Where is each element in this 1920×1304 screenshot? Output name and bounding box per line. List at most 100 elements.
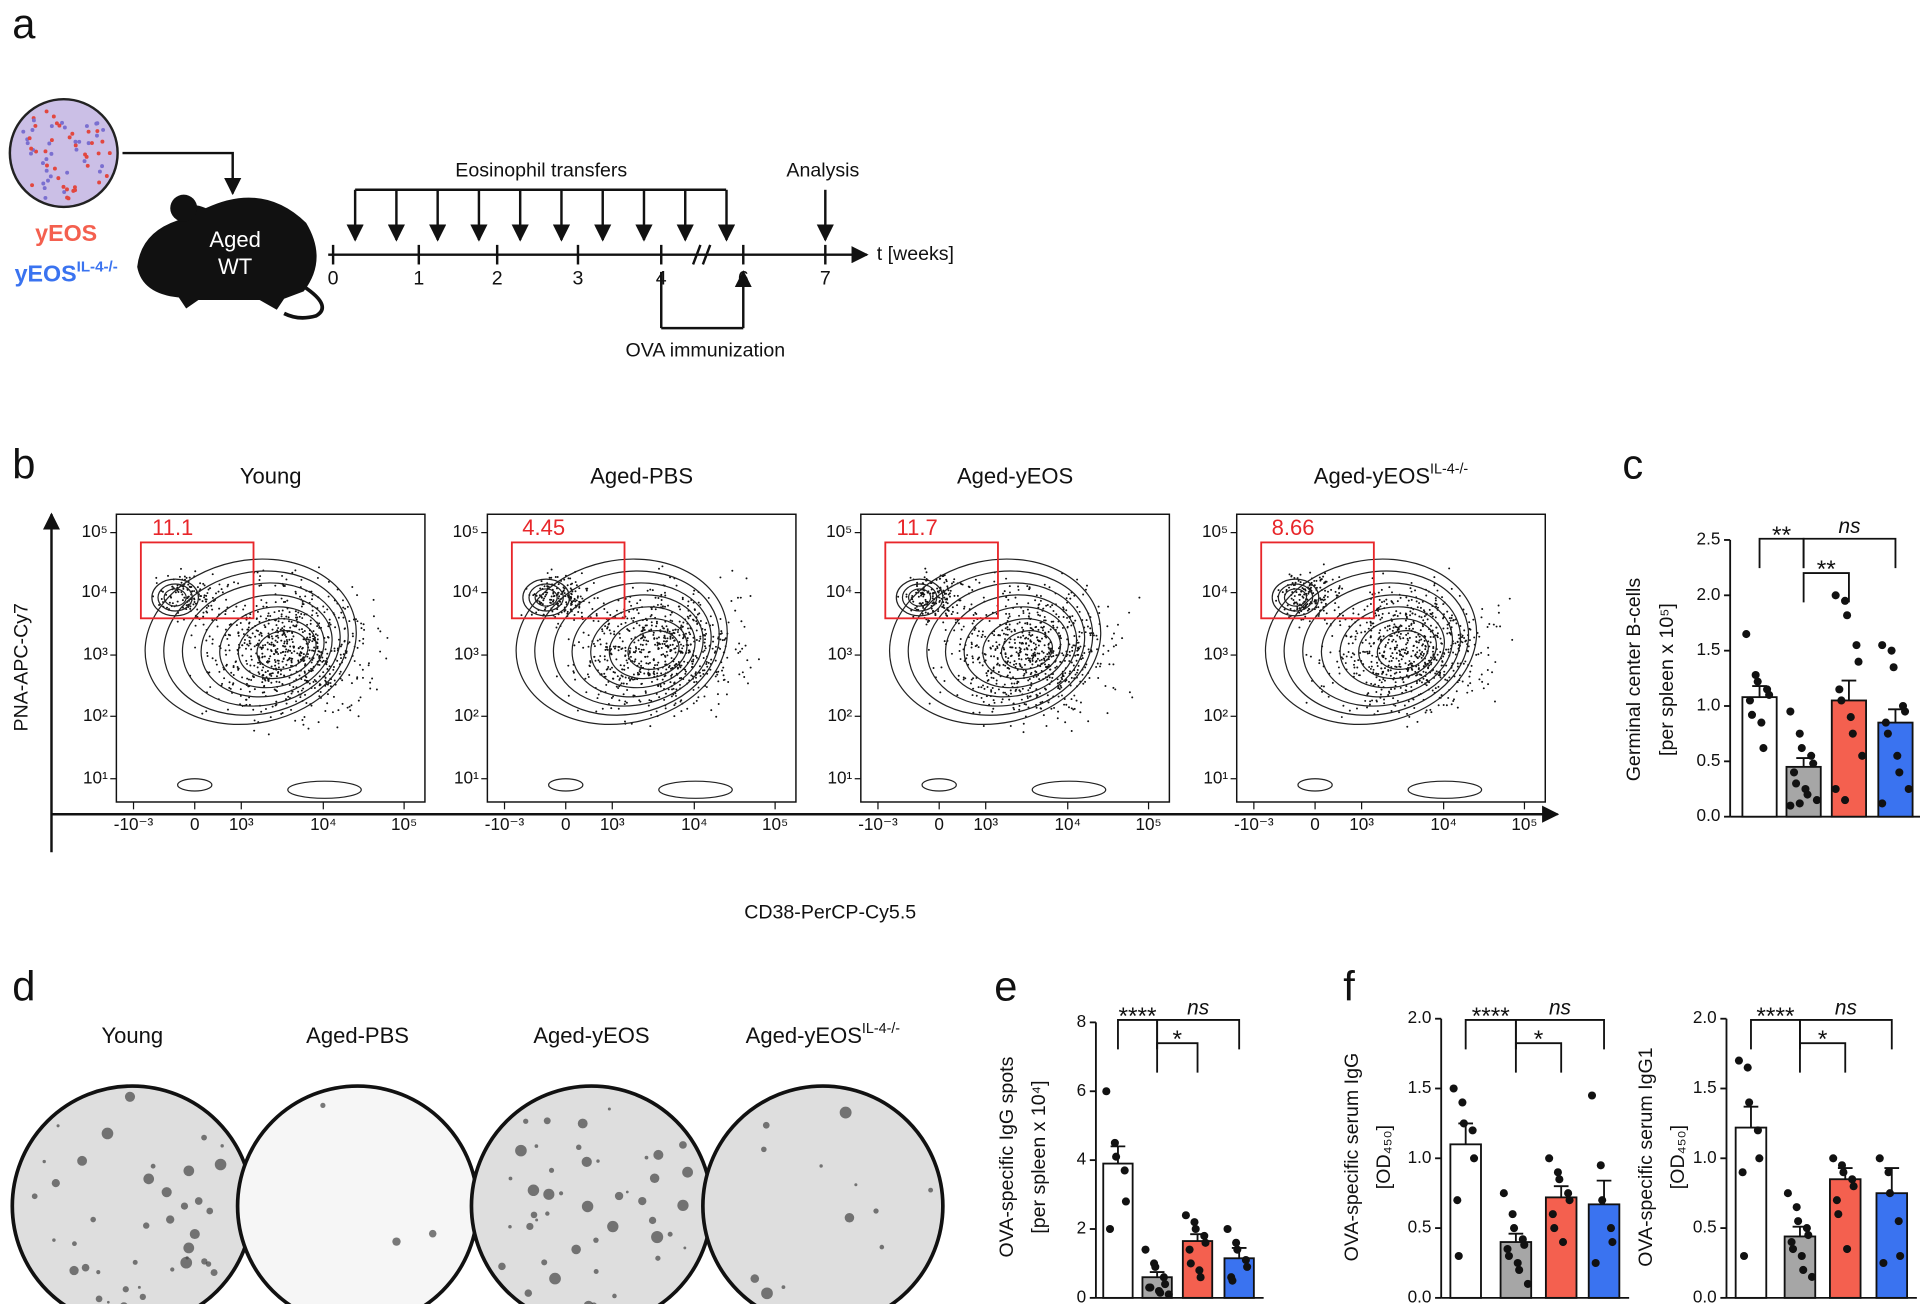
flow-event (1491, 671, 1493, 673)
spot (650, 1174, 659, 1183)
flow-event (1087, 720, 1089, 722)
data-point (1243, 1263, 1251, 1271)
time-tick-label: 6 (738, 267, 749, 289)
spot (138, 1286, 141, 1289)
flow-event (362, 669, 364, 671)
dish-cell (97, 151, 101, 155)
flow-event (1082, 683, 1084, 685)
flow-event (1298, 580, 1300, 582)
data-point (1886, 1189, 1894, 1197)
data-point (1794, 1217, 1802, 1225)
dish-cell (43, 186, 47, 190)
data-point (1470, 1154, 1478, 1162)
data-point (1186, 1246, 1194, 1254)
flow-event (376, 689, 378, 691)
flow-event (358, 700, 360, 702)
spot (594, 1269, 599, 1274)
dish-cell (33, 124, 37, 128)
flow-event (1323, 563, 1325, 565)
data-point (1848, 1175, 1856, 1183)
flow-event (333, 696, 335, 698)
flow-contour (1032, 781, 1105, 798)
spot (96, 1295, 103, 1302)
flow-event (1050, 708, 1052, 710)
flow-event (184, 576, 186, 578)
flow-event (337, 709, 339, 711)
flow-event (734, 610, 736, 612)
flow-event (368, 664, 370, 666)
y-tick-label: 2.0 (1693, 1007, 1717, 1027)
flow-event (1452, 700, 1454, 702)
panel-label: c (1622, 441, 1643, 488)
spot (559, 1191, 563, 1195)
flow-event (1282, 591, 1284, 593)
spot (170, 1267, 174, 1271)
spot (123, 1286, 129, 1292)
bar (1742, 697, 1776, 817)
flow-event (1108, 663, 1110, 665)
flow-event (1406, 726, 1408, 728)
flow-y-tick-label: 10¹ (827, 767, 852, 787)
flow-event (555, 576, 557, 578)
dish-cell (70, 132, 74, 136)
spot (750, 1274, 759, 1283)
dish-cell (65, 187, 69, 191)
flow-event (722, 667, 724, 669)
flow-event (738, 673, 740, 675)
flow-event (718, 703, 720, 705)
spot (183, 1165, 194, 1176)
data-point (1160, 1273, 1168, 1281)
significance-label: ns (1187, 996, 1209, 1019)
flow-event (924, 576, 926, 578)
y-tick-label: 6 (1077, 1080, 1087, 1100)
flow-event (521, 614, 523, 616)
data-point (1786, 707, 1794, 715)
flow-event (356, 620, 358, 622)
flow-x-tick-label: 10⁵ (1135, 814, 1161, 834)
flow-event (363, 629, 365, 631)
flow-event (360, 696, 362, 698)
flow-event (1113, 633, 1115, 635)
bar (1450, 1144, 1481, 1298)
flow-event (544, 585, 546, 587)
flow-event (1010, 725, 1012, 727)
spot (82, 1264, 90, 1272)
data-point (1559, 1238, 1567, 1246)
flow-event (746, 659, 748, 661)
flow-event (1496, 626, 1498, 628)
data-point (1850, 1182, 1858, 1190)
flow-event (362, 677, 364, 679)
flow-event (362, 642, 364, 644)
gate-value: 8.66 (1272, 515, 1315, 540)
flow-event (294, 720, 296, 722)
y-axis-label: OVA-specific serum IgG1 (1635, 1047, 1657, 1266)
data-point (1790, 768, 1798, 776)
spot (645, 1156, 649, 1160)
flow-event (1117, 624, 1119, 626)
flow-x-tick-label: 10³ (600, 814, 625, 834)
bar (1589, 1204, 1620, 1298)
y-axis-label: [OD₄₅₀] (1667, 1125, 1689, 1189)
well (703, 1086, 943, 1304)
data-point (1469, 1126, 1477, 1134)
dish-cell (98, 170, 102, 174)
flow-x-tick-label: 0 (561, 814, 571, 834)
label-text: Young (240, 463, 302, 488)
data-point (1500, 1189, 1508, 1197)
spot (183, 1243, 194, 1254)
dish-cell (95, 134, 99, 138)
data-point (1754, 678, 1762, 686)
spot (429, 1230, 437, 1238)
dish-cell (45, 164, 49, 168)
flow-x-label: CD38-PerCP-Cy5.5 (744, 902, 916, 924)
y-tick-label: 0.5 (1408, 1217, 1432, 1237)
flow-x-tick-label: 0 (190, 814, 200, 834)
flow-event (1112, 663, 1114, 665)
flow-x-tick-label: 10⁴ (310, 814, 336, 834)
flow-event (1098, 612, 1100, 614)
label-text: Aged-yEOS (1314, 463, 1430, 488)
dish-cell (97, 180, 101, 184)
spot (578, 1119, 588, 1129)
transfer-arrow (123, 153, 233, 193)
flow-event (745, 645, 747, 647)
